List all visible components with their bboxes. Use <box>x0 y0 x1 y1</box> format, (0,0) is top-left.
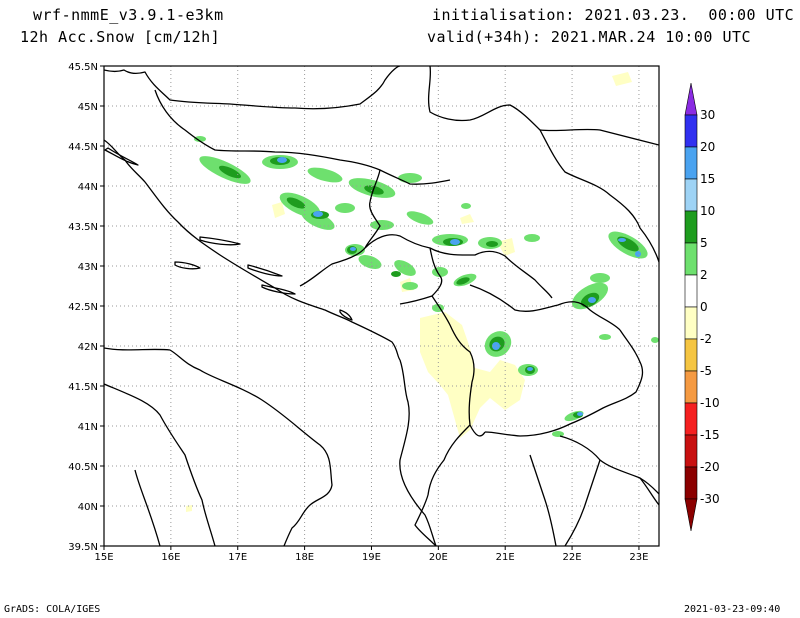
lat-tick-label: 40.5N <box>68 462 98 473</box>
border-bih-north <box>154 89 451 185</box>
colorbar-label: -2 <box>700 332 712 346</box>
colorbar-segment <box>684 306 698 340</box>
lon-tick-label: 20E <box>429 552 448 563</box>
border-north <box>104 66 401 110</box>
longitude-axis: 15E 16E 17E 18E 19E 20E 21E 22E 23E <box>94 546 648 563</box>
colorbar-label: -10 <box>700 396 720 410</box>
border-ro-bg <box>539 128 659 146</box>
colorbar-segment <box>684 370 698 404</box>
border-albania-east <box>431 295 486 437</box>
lon-tick-label: 22E <box>563 552 582 563</box>
colorbar-label: 30 <box>700 108 715 122</box>
lat-tick-label: 43N <box>78 262 98 273</box>
lat-tick-label: 43.5N <box>68 222 98 233</box>
heavy-snow-areas <box>277 157 641 416</box>
colorbar-label: 20 <box>700 140 715 154</box>
colorbar-segment <box>684 210 698 244</box>
lon-tick-label: 23E <box>629 552 648 563</box>
model-title: wrf-nmmE_v3.9.1-e3km <box>33 6 224 24</box>
latitude-axis: 45.5N 45N 44.5N 44N 43.5N 43N 42.5N 42N 41.5N 41N… <box>68 62 104 553</box>
greece-peninsula <box>564 459 601 546</box>
lat-tick-label: 42.5N <box>68 302 98 313</box>
lat-tick-label: 42N <box>78 342 98 353</box>
colorbar-segment <box>684 338 698 372</box>
island-2 <box>199 236 241 246</box>
lat-tick-label: 44.5N <box>68 142 98 153</box>
colorbar-label: -5 <box>700 364 712 378</box>
balkan-coast <box>104 139 401 361</box>
init-time: initialisation: 2021.03.23. 00:00 UTC <box>432 6 795 24</box>
lon-tick-label: 19E <box>362 552 381 563</box>
lon-tick-label: 17E <box>228 552 247 563</box>
border-hu-ro <box>427 66 541 131</box>
lat-tick-label: 44N <box>78 182 98 193</box>
colorbar-segment <box>684 434 698 468</box>
colorbar-bottom-triangle <box>684 498 698 532</box>
lat-tick-label: 45.5N <box>68 62 98 73</box>
greece-west-coast <box>414 494 437 546</box>
grid-lines <box>104 66 659 546</box>
coastlines-borders <box>104 66 659 546</box>
border-montenegro <box>364 234 443 305</box>
greece-coast <box>559 435 659 495</box>
lat-tick-label: 40N <box>78 502 98 513</box>
colorbar-label: -20 <box>700 460 720 474</box>
island-1 <box>104 147 139 166</box>
lat-tick-label: 41N <box>78 422 98 433</box>
footer-timestamp: 2021-03-23-09:40 <box>684 604 781 615</box>
greece-coast-2 <box>529 454 557 546</box>
colorbar-segment <box>684 466 698 500</box>
lon-tick-label: 21E <box>496 552 515 563</box>
colorbar-segment <box>684 178 698 212</box>
coast-ne <box>639 477 659 506</box>
border-mk-north <box>469 284 621 331</box>
footer-credit: GrADS: COLA/IGES <box>4 604 101 615</box>
colorbar-label: 10 <box>700 204 715 218</box>
colorbar-label: 15 <box>700 172 715 186</box>
lat-tick-label: 45N <box>78 102 98 113</box>
colorbar-top-triangle <box>684 82 698 116</box>
lon-tick-label: 15E <box>94 552 113 563</box>
colorbar-segment <box>684 242 698 276</box>
italy-heel <box>134 469 161 546</box>
lon-tick-label: 18E <box>295 552 314 563</box>
field-title: 12h Acc.Snow [cm/12h] <box>20 28 221 46</box>
colorbar-segment <box>684 114 698 148</box>
colorbar-label: -15 <box>700 428 720 442</box>
border-kosovo <box>429 247 553 299</box>
island-5 <box>261 284 296 295</box>
island-6 <box>339 309 353 321</box>
border-bih-east <box>299 169 381 287</box>
italy-south-coast <box>104 383 216 546</box>
valid-time: valid(+34h): 2021.MAR.24 10:00 UTC <box>427 28 752 46</box>
island-4 <box>247 264 283 277</box>
border-greece-west <box>427 424 471 496</box>
colorbar-label: 5 <box>700 236 708 250</box>
lat-tick-label: 41.5N <box>68 382 98 393</box>
colorbar-label: 2 <box>700 268 708 282</box>
lat-tick-label: 39.5N <box>68 542 98 553</box>
colorbar-label: 0 <box>700 300 708 314</box>
colorbar-segment <box>684 146 698 180</box>
albania-coast <box>399 359 437 546</box>
border-serbia-east <box>539 129 659 263</box>
italy-coast <box>104 347 333 546</box>
border-bg-south <box>484 329 644 437</box>
island-3 <box>174 261 201 270</box>
lon-tick-label: 16E <box>161 552 180 563</box>
colorbar-segment <box>684 402 698 436</box>
colorbar-segment <box>684 274 698 308</box>
colorbar-label: -30 <box>700 492 720 506</box>
